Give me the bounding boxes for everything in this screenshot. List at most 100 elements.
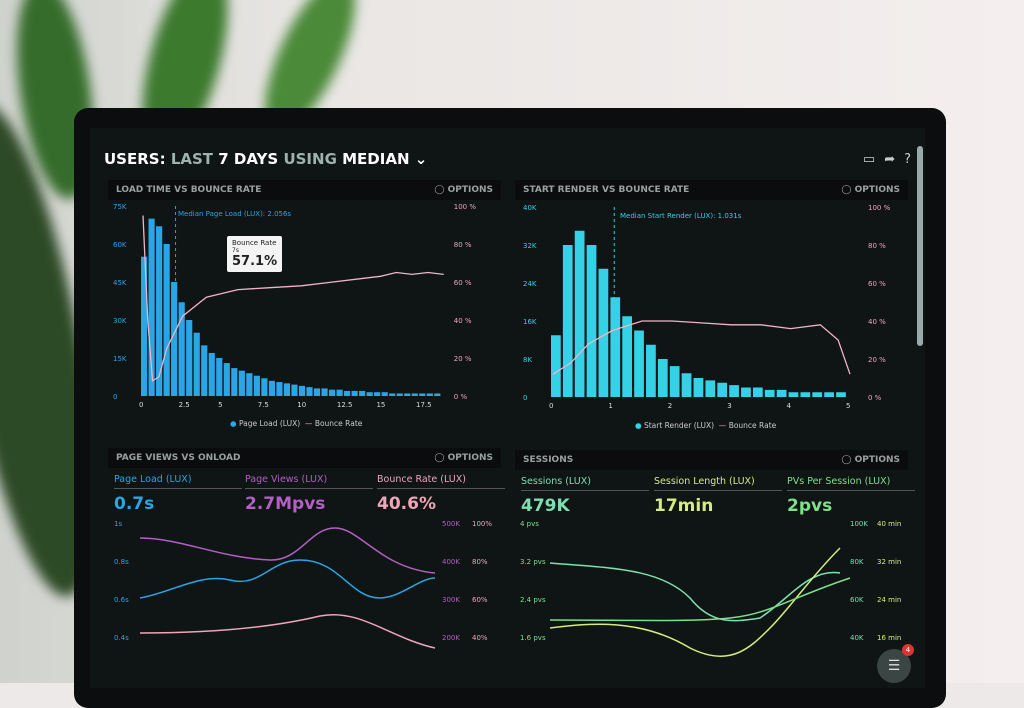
histogram-bar[interactable] — [208, 352, 215, 396]
share-icon[interactable]: ➦ — [884, 152, 896, 167]
histogram-bar[interactable] — [313, 388, 321, 396]
histogram-bar[interactable] — [389, 393, 396, 396]
histogram-bar[interactable] — [812, 392, 823, 397]
histogram-bar[interactable] — [419, 393, 426, 396]
histogram-bar[interactable] — [705, 380, 716, 397]
histogram-bar[interactable] — [366, 392, 373, 396]
tooltip: Bounce Rate 7s 57.1% — [227, 236, 283, 272]
axis-tick-label: 40 % — [453, 317, 472, 325]
monitor-icon[interactable]: ▭ — [862, 152, 876, 167]
notification-count: 4 — [902, 644, 914, 656]
histogram-bar[interactable] — [717, 382, 728, 397]
histogram-bar[interactable] — [741, 387, 751, 398]
histogram-bar[interactable] — [411, 393, 418, 396]
histogram-bar[interactable] — [298, 385, 306, 396]
options-button[interactable]: ◯ OPTIONS — [434, 453, 493, 463]
scrollbar[interactable] — [917, 146, 923, 346]
histogram-bar[interactable] — [610, 297, 621, 397]
histogram-bar[interactable] — [216, 358, 223, 396]
axis-tick-label: 60 % — [453, 279, 472, 287]
histogram-bar[interactable] — [156, 226, 163, 396]
legend-item[interactable]: Start Render (LUX) — [643, 421, 715, 430]
options-label: OPTIONS — [447, 185, 493, 195]
options-button[interactable]: ◯ OPTIONS — [841, 455, 900, 465]
histogram-bar[interactable] — [574, 230, 585, 397]
load-chart — [139, 206, 851, 657]
histogram-bar[interactable] — [328, 389, 336, 396]
histogram-bar[interactable] — [764, 389, 775, 397]
histogram-bar[interactable] — [562, 245, 573, 397]
panel-title: PAGE VIEWS VS ONLOAD — [116, 453, 241, 463]
title-using: USING — [283, 150, 337, 168]
legend-item[interactable]: Page Load (LUX) — [238, 419, 301, 428]
histogram-bar[interactable] — [193, 332, 200, 396]
legend-item[interactable]: Bounce Rate — [728, 421, 777, 430]
histogram-bar[interactable] — [276, 382, 283, 396]
histogram-bar[interactable] — [404, 393, 411, 396]
histogram-bar[interactable] — [321, 388, 328, 396]
histogram-bar[interactable] — [622, 316, 633, 397]
options-button[interactable]: ◯ OPTIONS — [434, 185, 493, 195]
histogram-bar[interactable] — [238, 370, 245, 396]
histogram-bar[interactable] — [681, 373, 692, 397]
histogram-bar[interactable] — [186, 320, 193, 396]
histogram-bar[interactable] — [634, 330, 644, 398]
histogram-bar[interactable] — [824, 392, 834, 397]
help-icon[interactable]: ? — [904, 152, 911, 167]
options-label: OPTIONS — [854, 455, 900, 465]
histogram-bar[interactable] — [396, 393, 403, 396]
histogram-bar[interactable] — [800, 392, 811, 397]
histogram-bar[interactable] — [253, 375, 260, 396]
histogram-bar[interactable] — [141, 256, 148, 396]
histogram-bar[interactable] — [788, 392, 799, 397]
legend-item[interactable]: Bounce Rate — [314, 419, 363, 428]
histogram-bar[interactable] — [171, 282, 178, 396]
histogram-bar[interactable] — [669, 366, 680, 397]
histogram-bar[interactable] — [201, 345, 208, 396]
axis-tick-label: 3.2 pvs — [520, 558, 546, 566]
dashboard-screen: USERS: LAST 7 DAYS USING MEDIAN ⌄ ▭ ➦ ? … — [90, 128, 925, 688]
histogram-bar[interactable] — [268, 380, 275, 396]
histogram-bar[interactable] — [586, 245, 597, 397]
axis-tick-label: 4 pvs — [520, 520, 539, 528]
histogram-bar[interactable] — [231, 368, 238, 396]
chevron-down-icon[interactable]: ⌄ — [414, 150, 428, 168]
load-panel: LOAD TIME VS BOUNCE RATE ◯ OPTIONS — [108, 180, 501, 200]
histogram-bar[interactable] — [776, 389, 787, 397]
chat-button[interactable]: ☰ 4 — [877, 644, 914, 683]
histogram-bar[interactable] — [752, 387, 763, 398]
axis-tick-label: 80 % — [453, 241, 472, 249]
histogram-bar[interactable] — [434, 393, 441, 396]
histogram-bar[interactable] — [283, 383, 291, 396]
histogram-bar[interactable] — [306, 387, 313, 396]
histogram-bar[interactable] — [693, 378, 704, 397]
kpi-label: Session Length (LUX) — [654, 476, 782, 491]
header-icons: ▭ ➦ ? — [863, 152, 911, 167]
axis-tick-label: 40 % — [868, 318, 886, 326]
histogram-bar[interactable] — [359, 390, 366, 396]
axis-tick-label: 1 — [608, 402, 613, 410]
histogram-bar[interactable] — [246, 373, 253, 396]
histogram-bar[interactable] — [261, 378, 268, 396]
histogram-bar[interactable] — [657, 359, 668, 397]
histogram-bar[interactable] — [351, 390, 358, 396]
histogram-bar[interactable] — [598, 268, 609, 397]
axis-tick-label: 60% — [472, 596, 488, 604]
histogram-bar[interactable] — [336, 389, 343, 396]
options-button[interactable]: ◯ OPTIONS — [841, 185, 900, 195]
histogram-bar[interactable] — [374, 392, 381, 396]
histogram-bar[interactable] — [223, 363, 230, 396]
histogram-bar[interactable] — [148, 218, 155, 396]
histogram-bar[interactable] — [178, 302, 185, 396]
histogram-bar[interactable] — [291, 384, 298, 396]
page-title[interactable]: USERS: LAST 7 DAYS USING MEDIAN ⌄ — [104, 150, 427, 168]
axis-tick-label: 10 — [297, 401, 307, 409]
histogram-bar[interactable] — [551, 335, 561, 397]
histogram-bar[interactable] — [344, 390, 351, 396]
histogram-bar[interactable] — [381, 392, 388, 396]
histogram-bar[interactable] — [163, 244, 170, 396]
histogram-bar[interactable] — [426, 393, 433, 396]
histogram-bar[interactable] — [836, 392, 846, 397]
histogram-bar[interactable] — [646, 344, 656, 397]
histogram-bar[interactable] — [729, 385, 739, 397]
